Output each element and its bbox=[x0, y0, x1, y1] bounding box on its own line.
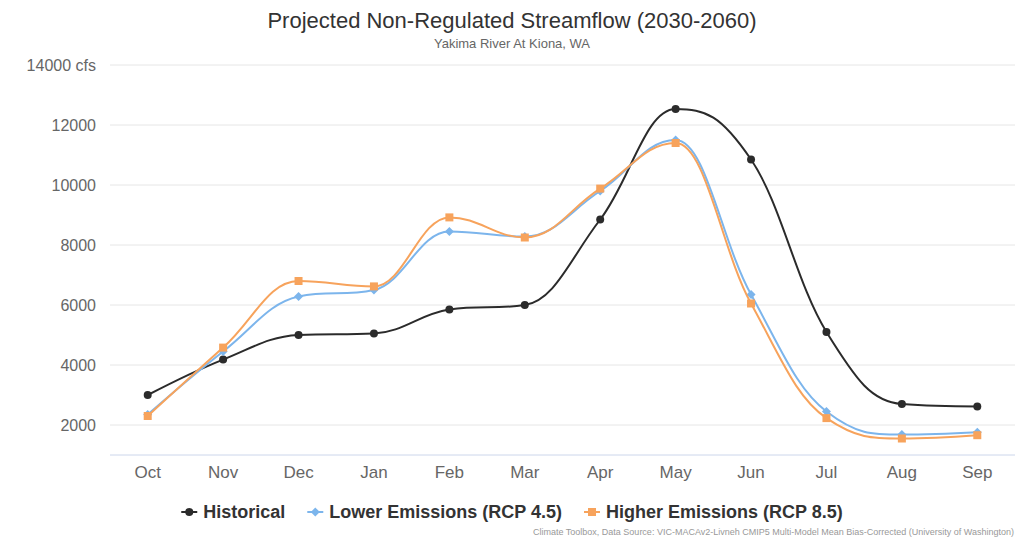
marker bbox=[445, 213, 453, 221]
marker bbox=[370, 330, 378, 338]
legend-label: Lower Emissions (RCP 4.5) bbox=[329, 502, 562, 522]
grid-line bbox=[110, 365, 1015, 366]
series-line bbox=[148, 109, 978, 406]
x-tick-label: Dec bbox=[283, 463, 314, 482]
legend-item[interactable]: Historical bbox=[181, 502, 285, 522]
marker bbox=[596, 216, 604, 224]
legend-symbol bbox=[185, 508, 193, 516]
y-tick-label: 2000 bbox=[60, 417, 96, 434]
marker bbox=[445, 306, 453, 314]
legend-label: Historical bbox=[203, 502, 285, 522]
marker bbox=[445, 227, 454, 236]
y-tick-label: 14000 cfs bbox=[27, 57, 96, 74]
credits: Climate Toolbox, Data Source: VIC-MACAv2… bbox=[533, 527, 1014, 537]
title: Projected Non-Regulated Streamflow (2030… bbox=[267, 8, 756, 33]
series-line bbox=[148, 143, 978, 439]
x-tick-label: Feb bbox=[435, 463, 464, 482]
marker bbox=[672, 139, 680, 147]
grid-line bbox=[110, 305, 1015, 306]
marker bbox=[219, 344, 227, 352]
series bbox=[144, 139, 982, 443]
marker bbox=[521, 301, 529, 309]
marker bbox=[672, 105, 680, 113]
x-tick-label: Oct bbox=[134, 463, 161, 482]
marker bbox=[747, 156, 755, 164]
x-tick-label: May bbox=[660, 463, 693, 482]
x-axis-line bbox=[110, 455, 1015, 456]
y-tick-label: 12000 bbox=[52, 117, 97, 134]
marker bbox=[596, 185, 604, 193]
marker bbox=[520, 232, 529, 241]
x-tick-label: Jan bbox=[360, 463, 387, 482]
y-tick-label: 6000 bbox=[60, 297, 96, 314]
marker bbox=[747, 300, 755, 308]
grid-line bbox=[110, 245, 1015, 246]
marker bbox=[521, 234, 529, 242]
series bbox=[144, 105, 982, 410]
legend-symbol bbox=[311, 508, 320, 517]
marker bbox=[898, 400, 906, 408]
y-tick-label: 10000 bbox=[52, 177, 97, 194]
x-tick-label: Jul bbox=[816, 463, 838, 482]
marker bbox=[144, 412, 152, 420]
marker bbox=[219, 356, 227, 364]
legend-label: Higher Emissions (RCP 8.5) bbox=[606, 502, 843, 522]
marker bbox=[822, 414, 830, 422]
x-tick-label: Nov bbox=[208, 463, 239, 482]
marker bbox=[370, 282, 378, 290]
chart-svg: Projected Non-Regulated Streamflow (2030… bbox=[0, 0, 1024, 539]
x-tick-label: Aug bbox=[887, 463, 917, 482]
grid-line bbox=[110, 185, 1015, 186]
grid-line bbox=[110, 65, 1015, 66]
series-group bbox=[143, 105, 982, 442]
grid-line bbox=[110, 125, 1015, 126]
x-tick-label: Sep bbox=[962, 463, 992, 482]
series bbox=[143, 136, 982, 440]
marker bbox=[295, 331, 303, 339]
legend-item[interactable]: Higher Emissions (RCP 8.5) bbox=[584, 502, 843, 522]
marker bbox=[973, 431, 981, 439]
grid-line bbox=[110, 425, 1015, 426]
marker bbox=[822, 328, 830, 336]
marker bbox=[973, 402, 981, 410]
y-tick-label: 8000 bbox=[60, 237, 96, 254]
x-tick-label: Apr bbox=[587, 463, 614, 482]
subtitle: Yakima River At Kiona, WA bbox=[434, 36, 590, 51]
legend-symbol bbox=[588, 508, 596, 516]
x-tick-label: Mar bbox=[510, 463, 540, 482]
marker bbox=[295, 277, 303, 285]
series-line bbox=[148, 140, 978, 435]
legend-item[interactable]: Lower Emissions (RCP 4.5) bbox=[307, 502, 562, 522]
grid bbox=[110, 65, 1015, 425]
chart-container: Projected Non-Regulated Streamflow (2030… bbox=[0, 0, 1024, 539]
marker bbox=[294, 292, 303, 301]
marker bbox=[143, 410, 152, 419]
marker bbox=[144, 391, 152, 399]
y-tick-label: 4000 bbox=[60, 357, 96, 374]
legend: Historical Lower Emissions (RCP 4.5) Highe… bbox=[181, 502, 843, 522]
x-tick-label: Jun bbox=[737, 463, 764, 482]
marker bbox=[898, 435, 906, 443]
